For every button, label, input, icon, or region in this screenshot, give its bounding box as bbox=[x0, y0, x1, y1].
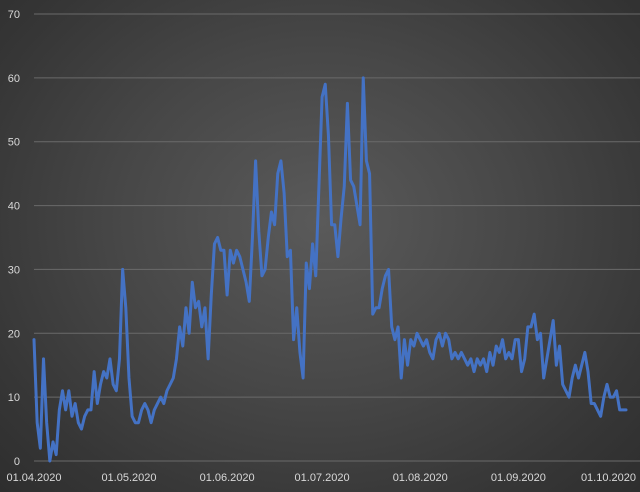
y-axis-ticks: 0 10 20 30 40 50 60 70 bbox=[8, 9, 20, 468]
x-tick-label: 01.10.2020 bbox=[581, 472, 636, 484]
y-tick-label: 10 bbox=[8, 392, 20, 404]
x-tick-label: 01.09.2020 bbox=[491, 472, 546, 484]
x-tick-label: 01.08.2020 bbox=[393, 472, 448, 484]
x-axis-ticks: 01.04.2020 01.05.2020 01.06.2020 01.07.2020… bbox=[6, 472, 636, 484]
y-tick-label: 20 bbox=[8, 328, 20, 340]
y-tick-label: 0 bbox=[14, 456, 20, 468]
y-tick-label: 30 bbox=[8, 264, 20, 276]
x-tick-label: 01.07.2020 bbox=[295, 472, 350, 484]
y-tick-label: 50 bbox=[8, 137, 20, 149]
series-layer bbox=[32, 76, 628, 463]
gridlines bbox=[34, 13, 640, 462]
x-tick-label: 01.05.2020 bbox=[101, 472, 156, 484]
x-tick-label: 01.04.2020 bbox=[6, 472, 61, 484]
y-tick-label: 70 bbox=[8, 9, 20, 21]
x-tick-label: 01.06.2020 bbox=[200, 472, 255, 484]
series-line-0 bbox=[32, 76, 628, 463]
y-tick-label: 60 bbox=[8, 73, 20, 85]
y-tick-label: 40 bbox=[8, 201, 20, 213]
